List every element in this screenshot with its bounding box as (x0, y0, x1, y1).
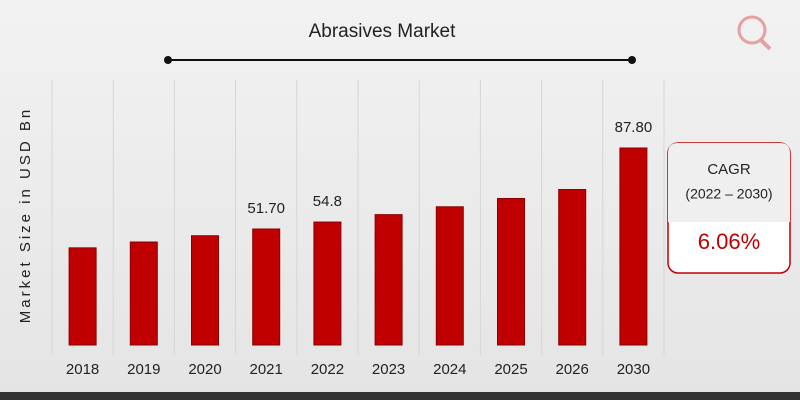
x-tick-label: 2019 (127, 361, 160, 378)
bar (558, 189, 587, 346)
bar (252, 228, 281, 346)
cagr-value: 6.06% (698, 229, 760, 254)
bar (619, 147, 648, 346)
rule-dot (164, 56, 172, 64)
chart-title: Abrasives Market (309, 21, 456, 42)
data-label: 87.80 (615, 119, 653, 136)
x-tick-label: 2024 (433, 361, 466, 378)
footer-bar (0, 392, 800, 400)
bar (497, 197, 525, 346)
bar (435, 206, 464, 346)
bar (313, 221, 342, 346)
x-tick-label: 2025 (494, 361, 527, 378)
data-label: 54.8 (313, 193, 342, 210)
rule-dot (628, 56, 636, 64)
cagr-title: CAGR (707, 161, 751, 178)
x-tick-label: 2022 (311, 361, 344, 378)
bar (129, 241, 158, 346)
y-axis-label: Market Size in USD Bn (17, 107, 34, 323)
x-tick-label: 2018 (66, 361, 99, 378)
cagr-box: CAGR (2022 – 2030) 6.06% (667, 142, 791, 274)
x-tick-label: 2020 (188, 361, 221, 378)
bar (374, 214, 403, 346)
x-tick-label: 2026 (556, 361, 589, 378)
x-tick-label: 2023 (372, 361, 405, 378)
x-tick-label: 2021 (250, 361, 283, 378)
bar (68, 247, 97, 346)
cagr-period: (2022 – 2030) (685, 186, 772, 202)
x-tick-label: 2030 (617, 361, 650, 378)
data-label: 51.70 (247, 200, 285, 217)
bar (191, 235, 219, 346)
logo (737, 15, 772, 51)
